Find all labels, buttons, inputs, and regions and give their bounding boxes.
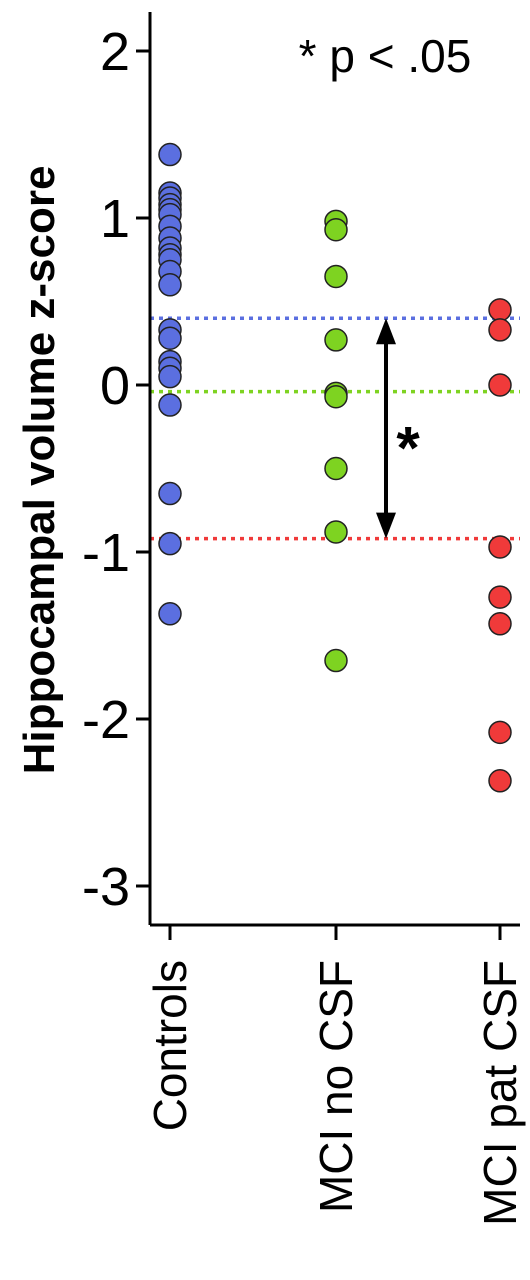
data-point <box>488 769 512 793</box>
significance-star: * <box>396 414 420 481</box>
data-point <box>324 520 348 544</box>
data-point <box>488 535 512 559</box>
category-label: Controls <box>144 960 196 1131</box>
data-point <box>158 393 182 417</box>
significance-arrow: * <box>376 318 420 539</box>
mean-lines <box>150 316 520 541</box>
data-point <box>488 585 512 609</box>
y-tick-label: -3 <box>82 857 130 917</box>
data-point <box>488 298 512 322</box>
data-point <box>324 264 348 289</box>
y-tick-label: 2 <box>100 22 130 82</box>
data-point <box>158 142 182 167</box>
data-point <box>158 326 182 350</box>
y-axis-label: Hippocampal volume z-score <box>15 166 64 775</box>
data-point <box>488 720 512 745</box>
x-ticks <box>168 925 502 940</box>
data-point <box>324 648 348 673</box>
data-point <box>324 384 348 409</box>
data-point <box>324 328 348 352</box>
data-point <box>158 602 182 626</box>
y-tick-label: -2 <box>82 690 130 750</box>
data-points <box>158 142 512 793</box>
category-labels: Controls MCI no CSF MCI pat CSF <box>144 960 526 1226</box>
data-point <box>324 217 348 242</box>
data-point <box>158 273 182 297</box>
data-point <box>324 456 348 481</box>
arrow-head-down <box>376 512 396 539</box>
y-tick-label: 1 <box>100 189 130 249</box>
y-ticks: 2 1 0 -1 -2 -3 <box>82 22 150 917</box>
data-point <box>488 612 512 636</box>
category-label: MCI pat CSF <box>474 960 526 1226</box>
significance-legend: * p < .05 <box>299 30 472 82</box>
data-point <box>488 373 512 397</box>
data-point <box>158 531 182 556</box>
category-label: MCI no CSF <box>310 960 362 1213</box>
y-tick-label: -1 <box>82 523 130 583</box>
data-point <box>158 481 182 506</box>
data-point <box>488 318 512 342</box>
data-point <box>158 364 182 389</box>
arrow-head-up <box>376 318 396 345</box>
y-tick-label: 0 <box>100 356 130 416</box>
